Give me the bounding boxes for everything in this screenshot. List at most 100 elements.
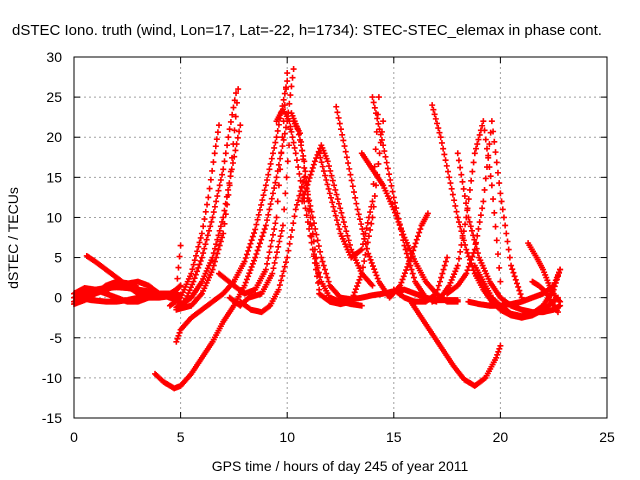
data-point bbox=[463, 246, 470, 253]
data-point bbox=[496, 264, 503, 271]
data-point bbox=[325, 185, 332, 192]
data-point bbox=[252, 226, 259, 233]
data-point bbox=[271, 144, 278, 151]
data-point bbox=[259, 197, 266, 204]
data-point bbox=[219, 234, 226, 241]
data-point bbox=[329, 177, 336, 184]
data-point bbox=[243, 251, 250, 258]
data-point bbox=[209, 167, 216, 174]
data-point bbox=[375, 160, 382, 167]
data-point bbox=[397, 226, 404, 233]
data-point bbox=[198, 254, 205, 261]
data-point bbox=[219, 171, 226, 178]
data-point bbox=[381, 148, 388, 155]
data-point bbox=[432, 291, 439, 298]
data-point bbox=[271, 185, 278, 192]
data-point bbox=[217, 177, 224, 184]
data-point bbox=[281, 206, 288, 213]
data-point bbox=[277, 233, 284, 240]
data-point bbox=[556, 297, 563, 304]
data-point bbox=[351, 189, 358, 196]
data-point bbox=[485, 152, 492, 159]
data-point bbox=[211, 245, 218, 252]
data-point bbox=[261, 187, 268, 194]
data-point bbox=[409, 270, 416, 277]
data-point bbox=[325, 163, 332, 170]
data-point bbox=[225, 186, 232, 193]
data-point bbox=[488, 118, 495, 125]
data-point bbox=[462, 221, 469, 228]
data-series bbox=[316, 118, 387, 308]
data-point bbox=[262, 182, 269, 189]
data-point bbox=[354, 206, 361, 213]
data-point bbox=[194, 248, 201, 255]
data-point bbox=[515, 283, 522, 290]
data-point bbox=[361, 258, 368, 265]
data-point bbox=[358, 270, 365, 277]
data-point bbox=[200, 223, 207, 230]
data-point bbox=[455, 255, 462, 262]
data-point bbox=[357, 273, 364, 280]
data-point bbox=[209, 214, 216, 221]
data-point bbox=[270, 265, 277, 272]
data-point bbox=[256, 206, 263, 213]
data-point bbox=[369, 263, 376, 270]
data-point bbox=[227, 168, 234, 175]
data-point bbox=[267, 201, 274, 208]
data-point bbox=[235, 86, 242, 93]
data-point bbox=[298, 138, 305, 145]
y-axis-label: dSTEC / TECUs bbox=[5, 187, 21, 289]
data-point bbox=[262, 222, 269, 229]
data-point bbox=[217, 238, 224, 245]
data-point bbox=[480, 198, 487, 205]
data-point bbox=[516, 287, 523, 294]
data-point bbox=[216, 182, 223, 189]
data-point bbox=[279, 143, 286, 150]
data-point bbox=[202, 208, 209, 215]
data-point bbox=[463, 200, 470, 207]
data-point bbox=[377, 131, 384, 138]
data-point bbox=[451, 197, 458, 204]
data-point bbox=[333, 191, 340, 198]
data-point bbox=[354, 283, 361, 290]
data-point bbox=[440, 145, 447, 152]
data-point bbox=[435, 282, 442, 289]
data-point bbox=[424, 210, 431, 217]
data-point bbox=[269, 270, 276, 277]
data-point bbox=[267, 160, 274, 167]
data-point bbox=[458, 228, 465, 235]
y-tick-label: 25 bbox=[46, 89, 62, 105]
data-point bbox=[497, 342, 504, 349]
data-point bbox=[364, 219, 371, 226]
data-point bbox=[363, 245, 370, 252]
data-point bbox=[408, 266, 415, 273]
data-point bbox=[400, 273, 407, 280]
data-point bbox=[493, 354, 500, 361]
data-point bbox=[214, 250, 221, 257]
data-point bbox=[453, 208, 460, 215]
data-point bbox=[237, 122, 244, 129]
data-point bbox=[328, 194, 335, 201]
data-point bbox=[374, 115, 381, 122]
data-point bbox=[245, 247, 252, 254]
data-point bbox=[483, 164, 490, 171]
data-point bbox=[336, 120, 343, 127]
data-point bbox=[383, 159, 390, 166]
data-point bbox=[175, 264, 182, 271]
data-point bbox=[299, 147, 306, 154]
data-point bbox=[272, 220, 279, 227]
data-point bbox=[437, 134, 444, 141]
data-point bbox=[401, 242, 408, 249]
data-point bbox=[502, 222, 509, 229]
x-tick-label: 0 bbox=[70, 429, 78, 445]
data-point bbox=[335, 221, 342, 228]
data-point bbox=[357, 247, 364, 254]
data-point bbox=[455, 157, 462, 164]
data-point bbox=[296, 192, 303, 199]
data-point bbox=[482, 175, 489, 182]
data-point bbox=[220, 214, 227, 221]
data-point bbox=[490, 196, 497, 203]
data-point bbox=[279, 134, 286, 141]
data-point bbox=[327, 167, 334, 174]
data-point bbox=[224, 201, 231, 208]
